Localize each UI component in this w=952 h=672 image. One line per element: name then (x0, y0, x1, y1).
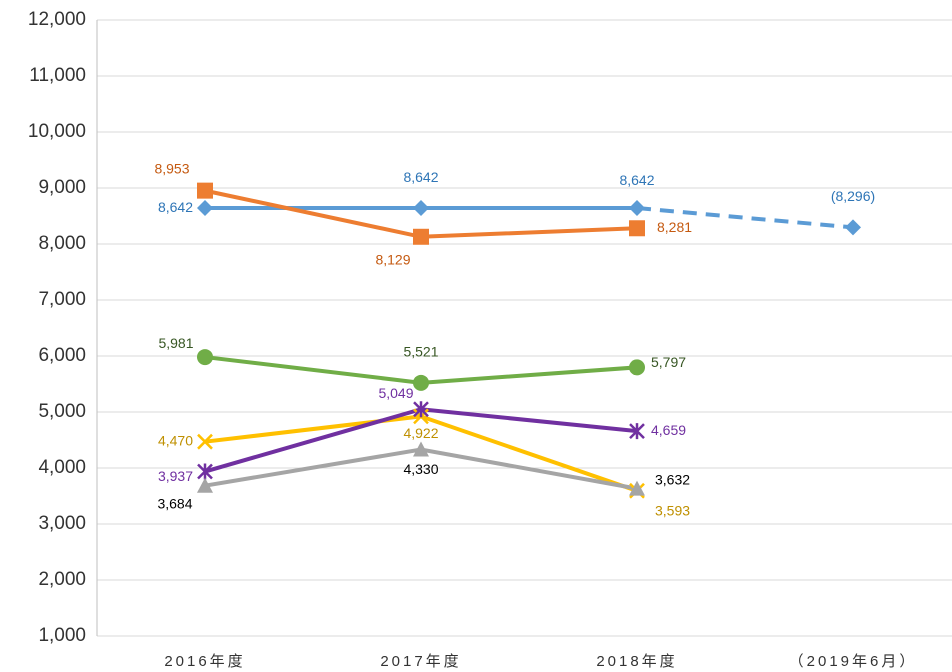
marker (413, 374, 429, 391)
marker (413, 200, 429, 217)
marker (845, 219, 861, 236)
data-label: 5,049 (378, 385, 413, 401)
marker (629, 200, 645, 217)
data-label: 5,797 (651, 354, 686, 370)
y-tick-label: 7,000 (38, 289, 86, 310)
y-tick-label: 10,000 (28, 121, 86, 142)
marker (197, 349, 213, 366)
marker (629, 480, 645, 496)
y-tick-label: 2,000 (38, 569, 86, 590)
y-tick-label: 4,000 (38, 457, 86, 478)
marker (197, 463, 213, 480)
data-label: 4,470 (158, 432, 193, 448)
data-label: 8,642 (158, 199, 193, 215)
marker (413, 401, 429, 418)
dashed-line (636, 206, 854, 230)
y-tick-label: 11,000 (29, 65, 86, 86)
marker (629, 220, 645, 237)
data-label: 8,129 (375, 251, 410, 267)
y-tick-label: 3,000 (38, 513, 86, 534)
y-tick-label: 6,000 (38, 345, 86, 366)
data-label: 8,642 (403, 169, 438, 185)
marker (413, 441, 429, 457)
data-label: 8,953 (154, 160, 189, 176)
data-label: 5,521 (403, 344, 438, 360)
marker (197, 433, 213, 450)
data-label: 5,981 (158, 335, 193, 351)
marker (197, 477, 213, 493)
marker (629, 359, 645, 376)
data-label: 3,684 (157, 495, 192, 511)
y-tick-label: 1,000 (38, 625, 86, 646)
data-label: 3,632 (655, 471, 690, 487)
data-label: 4,659 (651, 422, 686, 438)
y-tick-label: 5,000 (38, 401, 86, 422)
x-tick-label: 2016年度 (164, 653, 245, 670)
marker (197, 200, 213, 217)
data-label: 3,937 (158, 468, 193, 484)
data-label: 4,922 (403, 425, 438, 441)
data-label: 8,642 (619, 172, 654, 188)
data-label: (8,296) (831, 188, 875, 204)
data-label: 3,593 (655, 502, 690, 518)
marker (197, 182, 213, 199)
x-tick-label: 2017年度 (380, 653, 461, 670)
data-label: 8,281 (657, 219, 692, 235)
marker (629, 423, 645, 440)
data-label: 4,330 (403, 461, 438, 477)
y-tick-label: 8,000 (38, 233, 86, 254)
y-tick-label: 12,000 (28, 9, 86, 30)
x-tick-label: （2019年6月） (789, 653, 918, 670)
marker (413, 228, 429, 245)
y-tick-label: 9,000 (38, 177, 86, 198)
x-tick-label: 2018年度 (596, 653, 677, 670)
